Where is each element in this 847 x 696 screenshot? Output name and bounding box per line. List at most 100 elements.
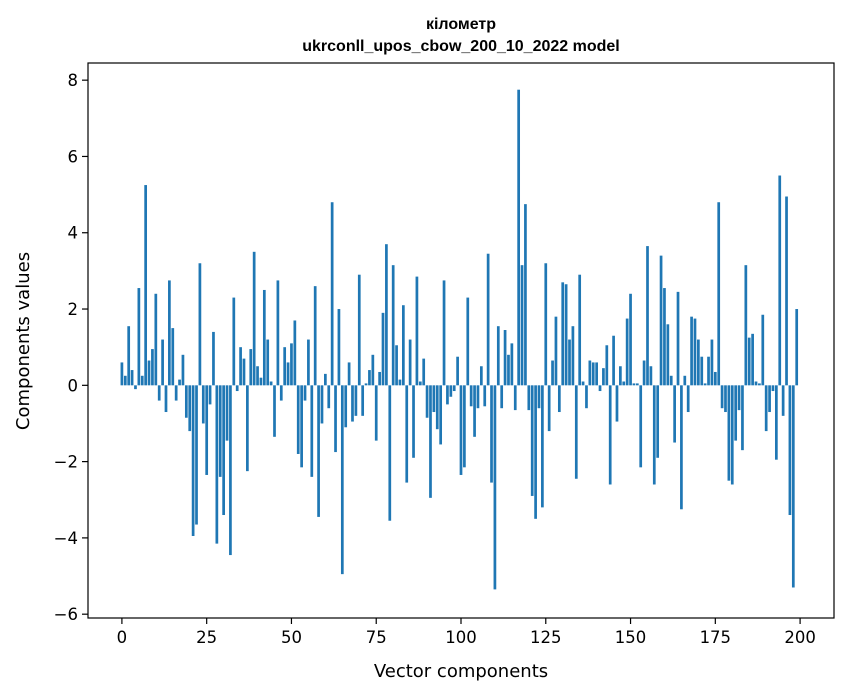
bar-80	[391, 265, 395, 386]
chart-title-line-2: ukrconll_upos_cbow_200_10_2022 model	[302, 38, 619, 55]
bar-170	[697, 339, 700, 386]
bar-39	[252, 251, 256, 386]
bar-75	[374, 385, 378, 441]
bar-12	[161, 339, 164, 386]
bar-118	[520, 265, 524, 386]
bar-91	[429, 385, 432, 498]
bar-146	[615, 385, 619, 422]
bar-125	[544, 263, 548, 386]
bar-155	[646, 246, 649, 386]
y-tick-label-8: 8	[68, 71, 79, 90]
bar-122	[534, 385, 537, 519]
bar-22	[195, 385, 198, 525]
bar-24	[201, 385, 205, 424]
bar-196	[785, 196, 788, 386]
bar-177	[720, 385, 724, 409]
bar-85	[408, 339, 412, 386]
bar-137	[585, 385, 588, 409]
bar-10	[154, 293, 158, 386]
bar-178	[724, 385, 727, 413]
bar-158	[656, 385, 660, 458]
bar-131	[564, 284, 568, 386]
bar-76	[378, 371, 381, 386]
bar-121	[530, 385, 534, 496]
bar-2	[127, 326, 131, 386]
x-tick-label-175: 175	[700, 628, 732, 647]
bar-184	[744, 265, 748, 386]
bar-15	[171, 328, 175, 386]
bar-134	[574, 385, 578, 479]
bar-116	[513, 385, 517, 411]
x-tick-label-125: 125	[530, 628, 562, 647]
bar-150	[629, 293, 632, 386]
bar-185	[747, 337, 751, 386]
bar-189	[761, 314, 765, 386]
bar-194	[778, 175, 782, 386]
bar-119	[524, 204, 527, 386]
bar-193	[774, 385, 778, 460]
bar-49	[286, 362, 290, 386]
bar-132	[568, 339, 571, 386]
bar-191	[768, 385, 771, 413]
bar-128	[554, 316, 558, 386]
bar-199	[795, 309, 799, 386]
bar-66	[344, 385, 348, 428]
bar-113	[503, 330, 507, 386]
bar-78	[385, 244, 388, 386]
y-tick-label-6: 6	[68, 147, 79, 166]
bar-198	[791, 385, 795, 588]
bar-68	[351, 385, 354, 422]
bars	[120, 89, 799, 590]
bar-51	[293, 320, 297, 386]
bar-109	[490, 385, 493, 483]
bar-99	[456, 356, 459, 386]
bar-27	[212, 331, 215, 386]
bar-147	[619, 366, 622, 386]
bar-149	[625, 318, 629, 386]
bar-62	[330, 202, 334, 386]
bar-115	[510, 343, 514, 386]
bar-26	[208, 385, 212, 405]
bar-162	[669, 375, 673, 386]
bar-86	[412, 385, 415, 458]
bar-174	[710, 339, 714, 386]
bar-4	[134, 385, 137, 390]
bar-130	[561, 282, 565, 386]
bar-29	[218, 385, 222, 477]
bar-163	[673, 385, 676, 443]
bar-64	[337, 309, 341, 386]
y-tick-label--6: −6	[54, 605, 78, 624]
y-tick-label-0: 0	[68, 376, 79, 395]
y-axis-label: Components values	[13, 252, 34, 430]
bar-129	[557, 385, 561, 413]
bar-165	[680, 385, 683, 510]
x-axis: 0 25 50 75 100 125 150 175 200	[117, 618, 816, 647]
x-tick-label-25: 25	[196, 628, 217, 647]
bar-93	[435, 385, 439, 430]
bar-153	[639, 385, 643, 468]
bar-61	[327, 385, 331, 409]
y-tick-label--4: −4	[54, 529, 78, 548]
bar-1	[123, 375, 127, 386]
bar-50	[290, 343, 293, 386]
bar-7	[144, 185, 148, 386]
bar-21	[191, 385, 195, 536]
bar-63	[334, 385, 337, 453]
bar-57	[313, 286, 317, 386]
bar-167	[686, 385, 690, 413]
x-tick-label-50: 50	[281, 628, 302, 647]
bar-65	[340, 385, 344, 575]
bar-188	[758, 383, 761, 386]
bar-36	[242, 358, 246, 386]
bar-195	[781, 385, 785, 416]
bar-142	[602, 368, 605, 386]
bar-148	[622, 381, 626, 386]
bar-35	[239, 347, 242, 386]
bar-18	[181, 354, 185, 386]
bar-183	[741, 385, 744, 451]
bar-96	[446, 385, 449, 405]
bar-101	[463, 385, 466, 468]
bar-52	[296, 385, 300, 454]
